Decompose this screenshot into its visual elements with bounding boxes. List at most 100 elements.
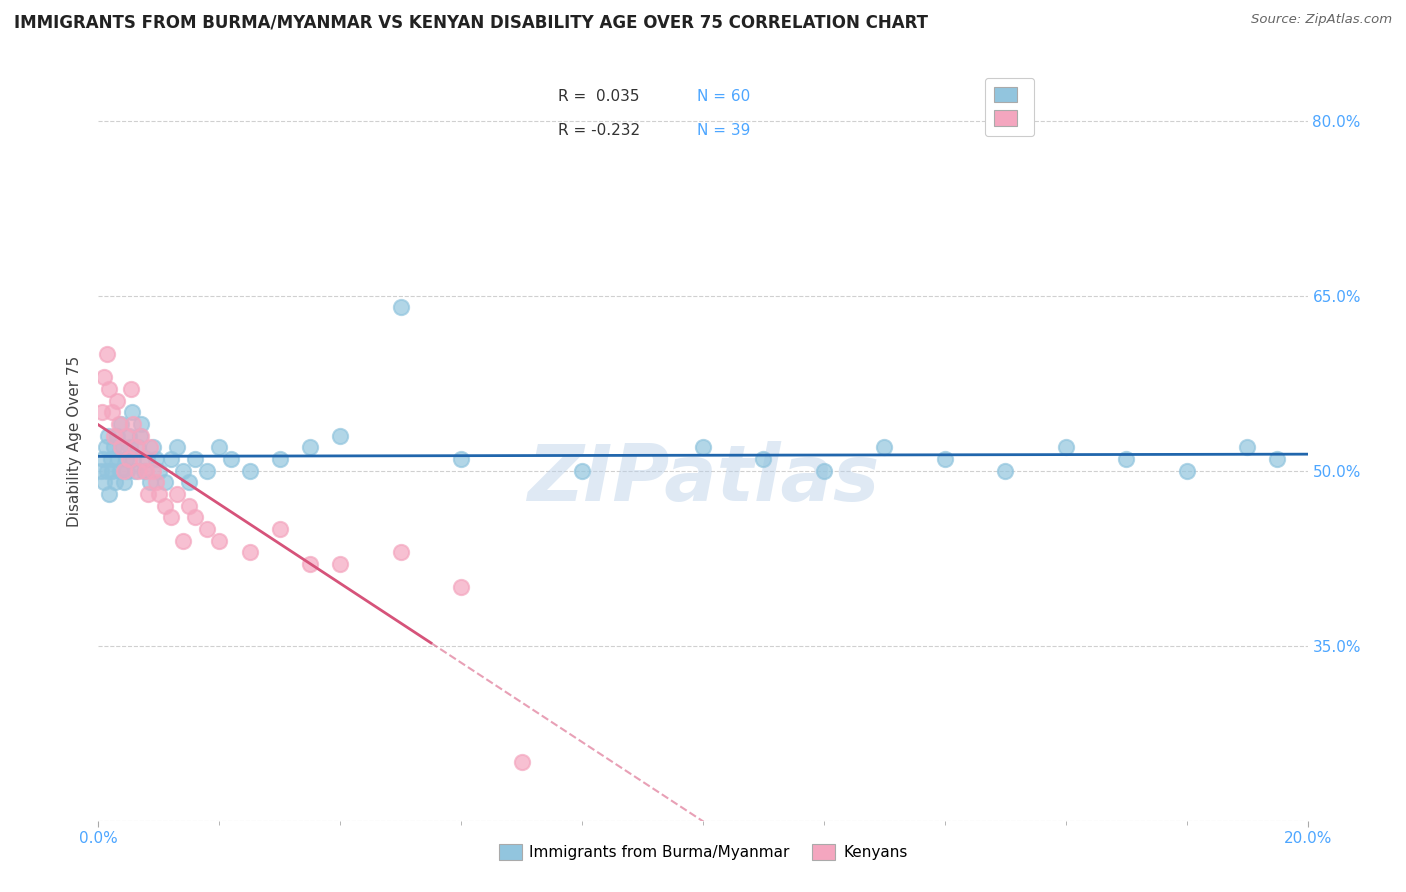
Point xyxy=(752,452,775,467)
Point xyxy=(299,557,322,571)
Point xyxy=(172,533,194,548)
Point xyxy=(329,557,352,571)
Point xyxy=(179,475,201,490)
Point xyxy=(179,499,201,513)
Point xyxy=(124,464,146,478)
Text: N = 39: N = 39 xyxy=(697,123,751,138)
Text: Source: ZipAtlas.com: Source: ZipAtlas.com xyxy=(1251,13,1392,27)
Point xyxy=(100,405,122,419)
Point xyxy=(111,441,134,455)
Point xyxy=(813,464,835,478)
Point xyxy=(135,464,157,478)
Point xyxy=(299,441,322,455)
Point xyxy=(120,382,142,396)
Point xyxy=(104,475,127,490)
Point xyxy=(1175,464,1198,478)
Point xyxy=(1267,452,1289,467)
Point xyxy=(239,464,262,478)
Point xyxy=(142,464,165,478)
Point xyxy=(208,441,231,455)
Point xyxy=(132,464,155,478)
Point xyxy=(100,464,122,478)
Point xyxy=(221,452,243,467)
Point xyxy=(153,499,176,513)
Point xyxy=(108,464,131,478)
Text: N = 60: N = 60 xyxy=(697,89,751,104)
Point xyxy=(269,522,291,536)
Point xyxy=(105,428,128,442)
Point xyxy=(125,441,148,455)
Point xyxy=(269,452,291,467)
Point xyxy=(107,452,129,467)
Point xyxy=(105,393,128,408)
Y-axis label: Disability Age Over 75: Disability Age Over 75 xyxy=(67,356,83,527)
Point xyxy=(994,464,1017,478)
Point xyxy=(96,464,118,478)
Point xyxy=(91,452,114,467)
Point xyxy=(934,452,956,467)
Point xyxy=(184,510,207,524)
Point xyxy=(118,428,141,442)
Point xyxy=(96,347,118,361)
Text: ZIPatlas: ZIPatlas xyxy=(527,442,879,517)
Point xyxy=(103,441,125,455)
Point xyxy=(112,464,135,478)
Point xyxy=(1054,441,1077,455)
Point xyxy=(110,441,132,455)
Point xyxy=(117,464,139,478)
Point xyxy=(127,441,149,455)
Point xyxy=(692,441,714,455)
Point xyxy=(103,428,125,442)
Point xyxy=(118,452,141,467)
Point xyxy=(135,452,157,467)
Point xyxy=(108,417,131,431)
Point xyxy=(115,428,138,442)
Point xyxy=(329,428,352,442)
Point xyxy=(160,510,183,524)
Point xyxy=(142,441,165,455)
Point xyxy=(122,417,145,431)
Point xyxy=(127,464,149,478)
Point xyxy=(184,452,207,467)
Point xyxy=(132,452,155,467)
Point xyxy=(97,428,120,442)
Point xyxy=(139,441,162,455)
Point xyxy=(153,475,176,490)
Point xyxy=(129,428,152,442)
Point xyxy=(450,452,472,467)
Point xyxy=(195,522,218,536)
Text: R = -0.232: R = -0.232 xyxy=(558,123,640,138)
Point xyxy=(114,452,136,467)
Point xyxy=(208,533,231,548)
Point xyxy=(145,475,167,490)
Point xyxy=(166,441,188,455)
Point xyxy=(129,417,152,431)
Point xyxy=(98,487,121,501)
Point xyxy=(94,441,117,455)
Point xyxy=(160,452,183,467)
Point xyxy=(90,464,112,478)
Point xyxy=(110,417,132,431)
Point xyxy=(195,464,218,478)
Point xyxy=(1115,452,1137,467)
Point xyxy=(166,487,188,501)
Point xyxy=(139,475,162,490)
Point xyxy=(239,545,262,559)
Point xyxy=(93,475,115,490)
Point xyxy=(136,487,159,501)
Point xyxy=(148,464,170,478)
Point xyxy=(145,452,167,467)
Point xyxy=(389,545,412,559)
Point xyxy=(510,756,533,770)
Text: R =  0.035: R = 0.035 xyxy=(558,89,640,104)
Point xyxy=(98,382,121,396)
Point xyxy=(93,370,115,384)
Point xyxy=(1236,441,1258,455)
Point xyxy=(91,405,114,419)
Point xyxy=(148,487,170,501)
Point xyxy=(389,301,412,315)
Legend: Immigrants from Burma/Myanmar, Kenyans: Immigrants from Burma/Myanmar, Kenyans xyxy=(492,838,914,866)
Point xyxy=(172,464,194,478)
Point xyxy=(112,475,135,490)
Point xyxy=(121,405,143,419)
